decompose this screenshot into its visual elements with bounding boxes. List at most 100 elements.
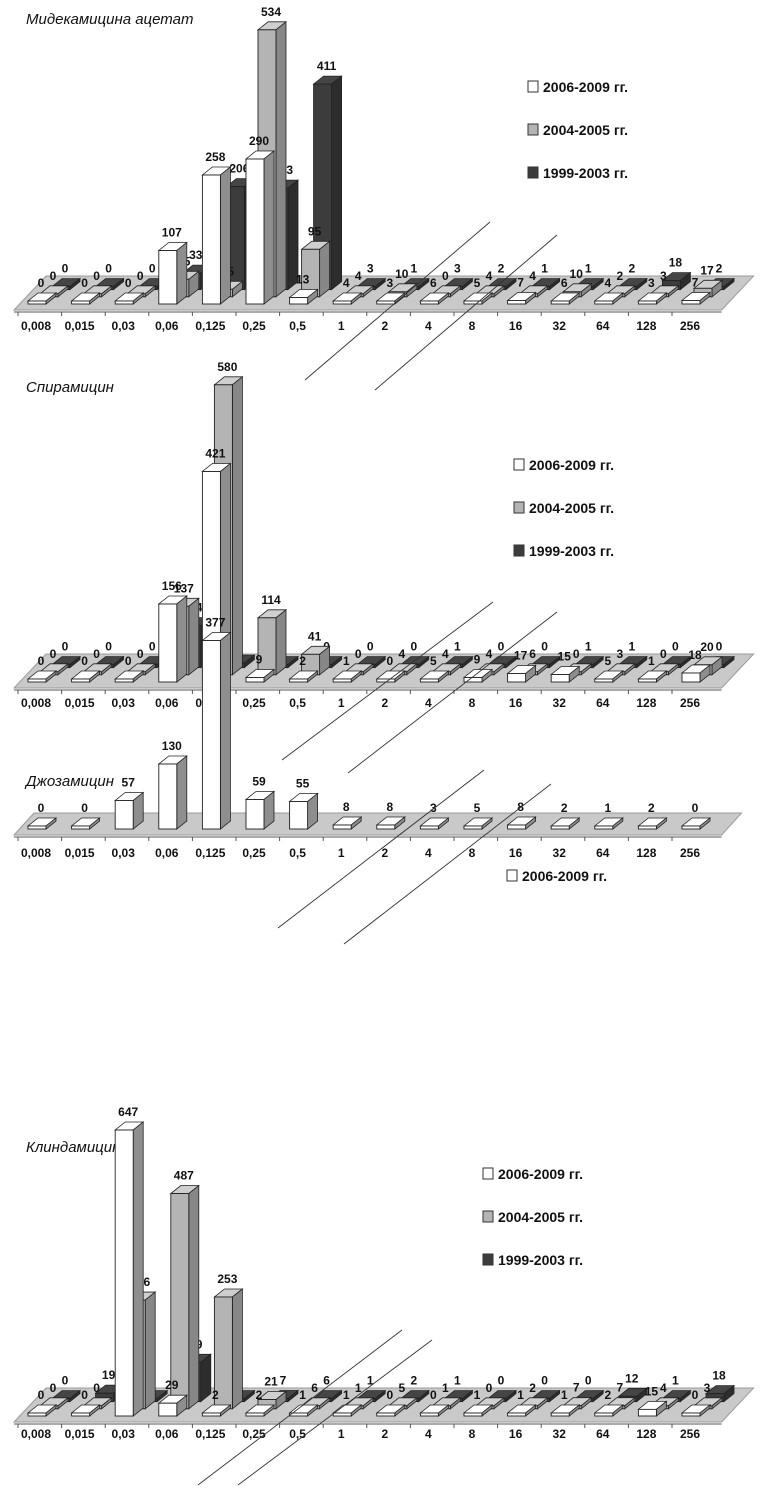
data-label-series3-10: 0	[498, 640, 505, 654]
bar-series1-9	[419, 670, 450, 683]
data-label-series2-4: 580	[217, 360, 237, 374]
data-label-series3-8: 1	[410, 262, 417, 276]
data-label-series1-0: 0	[38, 1388, 45, 1402]
bar-series1-15	[680, 291, 712, 305]
x-tick-label-3: 0,06	[155, 846, 179, 860]
bar-series1-3	[157, 241, 188, 305]
bar-series1-11	[506, 291, 537, 305]
bar-series1-2	[114, 791, 145, 830]
data-label-series1-7: 4	[343, 276, 350, 290]
data-label-series2-0: 0	[50, 1381, 57, 1395]
bar-series1-6	[288, 1404, 319, 1417]
breakpoint-line-2	[237, 1339, 433, 1486]
x-tick-label-6: 0,5	[289, 1427, 306, 1441]
bar-series1-12	[550, 292, 581, 305]
bar-series1-6	[288, 670, 319, 683]
data-label-series3-0: 0	[62, 640, 69, 654]
breakpoint-line-2	[343, 783, 552, 945]
x-tick-label-10: 8	[469, 696, 476, 710]
data-label-series2-8: 10	[395, 267, 409, 281]
data-label-series2-6: 6	[311, 1381, 318, 1395]
data-label-series1-6: 2	[299, 654, 306, 668]
legend-swatch-3	[482, 1253, 494, 1266]
x-tick-label-6: 0,5	[289, 319, 306, 333]
data-label-series1-0: 0	[38, 654, 45, 668]
data-label-series1-7: 1	[343, 1388, 350, 1402]
x-tick-label-12: 32	[553, 319, 567, 333]
bar-series1-11	[506, 1404, 537, 1417]
data-label-series1-3: 29	[165, 1378, 179, 1392]
data-label-series2-13: 3	[616, 647, 623, 661]
x-tick-label-4: 0,125	[195, 319, 225, 333]
bar-series1-0	[26, 1404, 58, 1417]
x-tick-label-9: 4	[425, 846, 432, 860]
breakpoint-line-2	[347, 611, 558, 774]
legend-label-1: 2006-2009 гг.	[498, 1166, 583, 1182]
data-label-series1-9: 5	[430, 654, 437, 668]
data-label-series2-12: 10	[570, 267, 584, 281]
data-label-series3-12: 1	[585, 262, 592, 276]
data-label-series2-9: 1	[442, 1381, 449, 1395]
bar-series1-4	[201, 631, 232, 830]
data-label-series1-11: 1	[517, 1388, 524, 1402]
legend-label-1: 2006-2009 гг.	[522, 868, 607, 884]
data-label-series1-7: 1	[343, 654, 350, 668]
bar-series1-12	[550, 817, 581, 830]
x-tick-label-3: 0,06	[155, 1427, 179, 1441]
legend-swatch-3	[527, 166, 539, 179]
data-label-series1-8: 8	[386, 800, 393, 814]
bar-series2-6	[300, 240, 331, 298]
chart-title: Клиндамицин	[26, 1139, 120, 1156]
data-label-series1-5: 59	[252, 775, 266, 789]
x-tick-label-3: 0,06	[155, 696, 179, 710]
data-label-series1-5: 290	[249, 134, 269, 148]
data-label-series3-0: 0	[62, 262, 69, 276]
data-label-series1-4: 2	[212, 1388, 219, 1402]
bar-series3-1	[94, 655, 125, 669]
legend-label-2: 2004-2005 гг.	[543, 122, 628, 138]
data-label-series1-12: 6	[561, 276, 568, 290]
bar-series1-11	[506, 816, 537, 830]
legend-label-1: 2006-2009 гг.	[543, 79, 628, 95]
x-tick-label-1: 0,015	[65, 1427, 95, 1441]
legend-swatch-3	[513, 544, 525, 557]
bar-series3-14	[661, 271, 692, 291]
bar-series1-7	[332, 670, 363, 683]
x-tick-label-3: 0,06	[155, 319, 179, 333]
data-label-series2-5: 21	[264, 1375, 278, 1389]
data-label-series2-10: 4	[486, 647, 493, 661]
x-tick-label-14: 128	[636, 1427, 656, 1441]
x-tick-label-8: 2	[381, 696, 388, 710]
bar-series1-3	[157, 595, 188, 683]
x-tick-label-2: 0,03	[112, 1427, 136, 1441]
data-label-series2-4: 253	[217, 1272, 237, 1286]
data-label-series3-10: 0	[498, 1374, 505, 1388]
data-label-series1-6: 13	[296, 273, 310, 287]
data-label-series1-3: 107	[162, 226, 182, 240]
legend-label-2: 2004-2005 гг.	[498, 1209, 583, 1225]
data-label-series2-15: 17	[700, 263, 714, 277]
x-tick-label-10: 8	[469, 319, 476, 333]
data-label-series2-5: 114	[261, 593, 281, 607]
x-tick-label-9: 4	[425, 696, 432, 710]
data-label-series1-12: 2	[561, 801, 568, 815]
x-tick-label-6: 0,5	[289, 846, 306, 860]
data-label-series2-8: 4	[398, 647, 405, 661]
data-label-series2-11: 2	[529, 1381, 536, 1395]
x-tick-label-14: 128	[636, 696, 656, 710]
x-tick-label-14: 128	[636, 846, 656, 860]
data-label-series2-14: 4	[660, 1381, 667, 1395]
bar-series1-5	[244, 668, 276, 683]
bar-series1-3	[157, 755, 188, 830]
data-label-series3-1: 0	[105, 262, 112, 276]
x-tick-label-10: 8	[469, 1427, 476, 1441]
bar-series1-7	[332, 292, 363, 305]
legend-swatch-2	[482, 1210, 494, 1223]
x-tick-label-0: 0,008	[21, 319, 51, 333]
bar-series1-2	[114, 1121, 145, 1417]
data-label-series1-8: 0	[386, 1388, 393, 1402]
breakpoint-line-1	[304, 221, 491, 381]
data-label-series1-11: 17	[514, 649, 528, 663]
data-label-series3-10: 2	[498, 262, 505, 276]
data-label-series1-12: 15	[558, 650, 572, 664]
